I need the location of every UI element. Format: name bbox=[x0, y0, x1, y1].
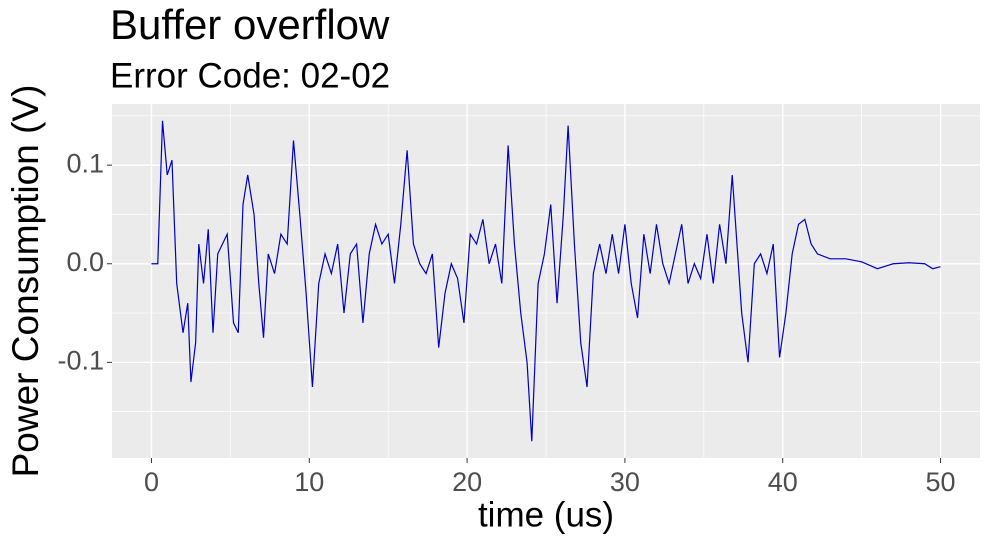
x-tick-label: 20 bbox=[452, 467, 482, 497]
chart-subtitle: Error Code: 02-02 bbox=[110, 56, 390, 95]
chart-title: Buffer overflow bbox=[110, 1, 390, 48]
x-tick-label: 30 bbox=[610, 467, 640, 497]
y-axis-label: Power Consumption (V) bbox=[5, 85, 46, 478]
data-line bbox=[151, 120, 941, 442]
y-tick-label: 0.1 bbox=[66, 148, 104, 178]
x-tick-label: 0 bbox=[144, 467, 159, 497]
x-tick-label: 10 bbox=[294, 467, 324, 497]
y-tick-label: -0.1 bbox=[57, 345, 104, 375]
x-tick-label: 40 bbox=[768, 467, 798, 497]
x-tick-label: 50 bbox=[926, 467, 956, 497]
x-axis-label: time (us) bbox=[478, 495, 614, 534]
y-tick-label: 0.0 bbox=[66, 247, 104, 277]
